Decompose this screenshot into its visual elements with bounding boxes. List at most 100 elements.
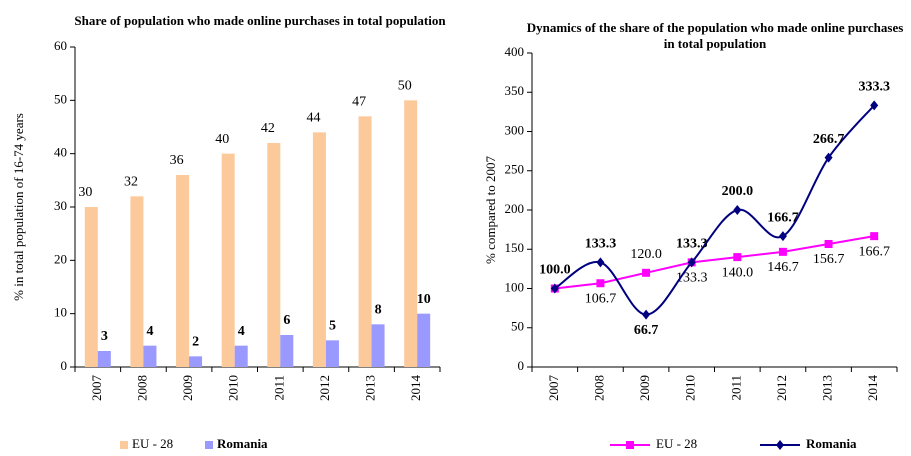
bar bbox=[325, 340, 339, 367]
y-tick-label: 0 bbox=[61, 358, 68, 373]
bar bbox=[176, 175, 190, 367]
bar bbox=[97, 351, 111, 367]
bar bbox=[130, 196, 144, 367]
x-tick-label: 2009 bbox=[637, 375, 652, 401]
data-label: 146.7 bbox=[767, 260, 799, 275]
y-tick-label: 400 bbox=[505, 44, 525, 59]
y-tick-label: 30 bbox=[54, 198, 67, 213]
bar bbox=[84, 207, 98, 367]
bar bbox=[189, 356, 203, 367]
bar bbox=[143, 345, 157, 367]
chart-title: Dynamics of the share of the population … bbox=[526, 20, 904, 51]
data-label: 133.3 bbox=[585, 237, 617, 252]
data-label: 200.0 bbox=[722, 184, 754, 199]
x-tick-label: 2011 bbox=[728, 375, 743, 401]
legend-label: Romania bbox=[806, 436, 857, 451]
data-label: 66.7 bbox=[634, 323, 659, 338]
x-tick-label: 2008 bbox=[591, 375, 606, 401]
data-label: 36 bbox=[170, 153, 184, 168]
x-tick-label: 2011 bbox=[271, 375, 286, 401]
marker bbox=[824, 152, 833, 163]
data-label: 333.3 bbox=[858, 80, 890, 95]
bar bbox=[312, 132, 326, 367]
marker bbox=[733, 205, 742, 215]
marker bbox=[870, 100, 879, 111]
y-tick-label: 60 bbox=[54, 38, 67, 53]
x-tick-label: 2013 bbox=[820, 375, 835, 401]
y-tick-label: 150 bbox=[505, 240, 525, 255]
y-tick-label: 20 bbox=[54, 251, 67, 266]
marker bbox=[642, 268, 651, 277]
x-tick-label: 2009 bbox=[180, 375, 195, 401]
marker bbox=[870, 232, 879, 241]
data-label: 6 bbox=[283, 313, 290, 328]
data-label: 133.3 bbox=[676, 237, 708, 252]
bar bbox=[267, 143, 281, 367]
x-tick-label: 2007 bbox=[546, 375, 561, 402]
data-label: 166.7 bbox=[767, 210, 799, 225]
y-tick-label: 40 bbox=[54, 145, 67, 160]
y-tick-label: 250 bbox=[505, 162, 525, 177]
bar bbox=[404, 100, 418, 367]
y-tick-label: 0 bbox=[518, 358, 525, 373]
y-tick-label: 50 bbox=[54, 91, 67, 106]
marker bbox=[687, 257, 696, 268]
legend-label: EU - 28 bbox=[656, 436, 697, 451]
bar bbox=[221, 153, 235, 367]
x-tick-label: 2013 bbox=[363, 375, 378, 401]
legend-swatch bbox=[205, 441, 213, 449]
data-label: 44 bbox=[306, 111, 320, 126]
x-tick-label: 2014 bbox=[408, 375, 423, 402]
y-tick-label: 100 bbox=[505, 279, 525, 294]
x-tick-label: 2010 bbox=[683, 375, 698, 401]
data-label: 10 bbox=[417, 292, 431, 307]
data-label: 156.7 bbox=[813, 252, 845, 267]
legend-label: EU - 28 bbox=[132, 436, 173, 451]
data-label: 8 bbox=[375, 303, 382, 318]
data-label: 4 bbox=[146, 324, 153, 339]
data-label: 42 bbox=[261, 121, 275, 136]
data-label: 50 bbox=[398, 79, 412, 94]
x-tick-label: 2007 bbox=[89, 375, 104, 402]
legend-marker bbox=[626, 441, 634, 449]
marker bbox=[778, 247, 787, 256]
data-label: 40 bbox=[215, 132, 229, 147]
x-tick-label: 2008 bbox=[134, 375, 149, 401]
x-tick-label: 2012 bbox=[774, 375, 789, 401]
marker bbox=[778, 231, 787, 242]
legend-swatch bbox=[120, 441, 128, 449]
data-label: 30 bbox=[78, 185, 92, 200]
x-tick-label: 2010 bbox=[226, 375, 241, 401]
bar bbox=[280, 335, 294, 367]
data-label: 4 bbox=[238, 324, 245, 339]
data-label: 2 bbox=[192, 335, 199, 350]
data-label: 100.0 bbox=[539, 263, 571, 278]
data-label: 166.7 bbox=[858, 244, 890, 259]
chart-title: Share of population who made online purc… bbox=[74, 13, 446, 28]
bar bbox=[358, 116, 372, 367]
line bbox=[554, 104, 875, 316]
x-tick-label: 2014 bbox=[865, 375, 880, 402]
data-label: 32 bbox=[124, 175, 138, 190]
y-tick-label: 50 bbox=[511, 319, 524, 334]
legend-label: Romania bbox=[217, 436, 268, 451]
data-label: 47 bbox=[352, 95, 366, 110]
data-label: 106.7 bbox=[585, 291, 617, 306]
data-label: 5 bbox=[329, 319, 336, 334]
x-tick-label: 2012 bbox=[317, 375, 332, 401]
bar bbox=[234, 345, 248, 367]
y-tick-label: 10 bbox=[54, 305, 67, 320]
marker bbox=[596, 257, 605, 268]
marker bbox=[733, 253, 742, 262]
line bbox=[554, 235, 875, 290]
y-axis-label: % in total population of 16-74 years bbox=[11, 113, 26, 301]
y-tick-label: 200 bbox=[505, 201, 525, 216]
bar bbox=[371, 324, 385, 367]
marker bbox=[596, 279, 605, 288]
legend-marker bbox=[776, 440, 784, 450]
data-label: 3 bbox=[101, 329, 108, 344]
y-axis-label: % compared to 2007 bbox=[483, 156, 498, 264]
data-label: 140.0 bbox=[722, 265, 754, 280]
